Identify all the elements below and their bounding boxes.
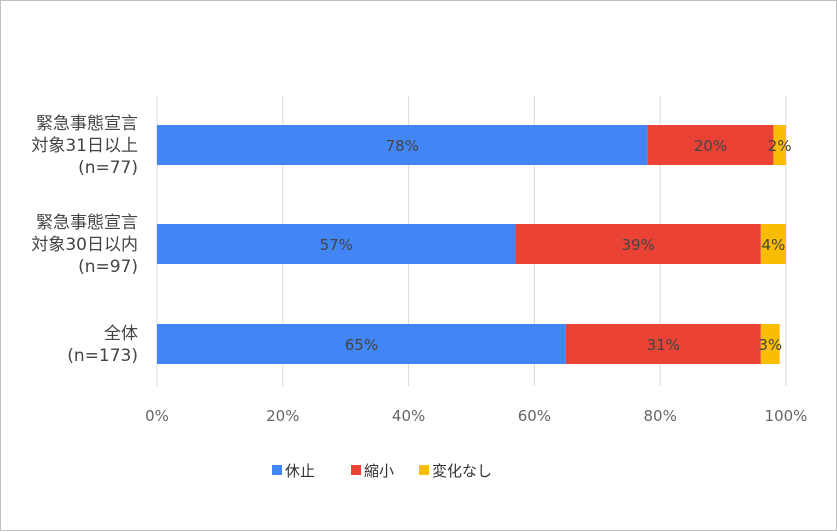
data-label: 39% [622, 236, 655, 254]
x-tick-label: 20% [266, 407, 299, 425]
bar-segment-kyushi [157, 224, 516, 264]
bar-segment-shukusho [565, 324, 761, 364]
bar-segment-henka-nashi [760, 324, 780, 364]
x-tick-label: 40% [392, 407, 425, 425]
data-label: 65% [345, 336, 378, 354]
x-tick-label: 0% [145, 407, 169, 425]
category-label: 対象31日以上 [31, 136, 138, 156]
category-label: 全体 [104, 324, 138, 344]
x-tick-label: 60% [518, 407, 551, 425]
data-label: 78% [386, 137, 419, 155]
legend-swatch [351, 465, 361, 475]
bar-segment-shukusho [515, 224, 761, 264]
legend-swatch [419, 465, 429, 475]
bar-segment-henka-nashi [773, 125, 786, 165]
bar-segment-shukusho [647, 125, 774, 165]
legend-swatch [272, 465, 282, 475]
bar-segment-henka-nashi [760, 224, 786, 264]
bar-segment-kyushi [157, 324, 566, 364]
data-label: 31% [647, 336, 680, 354]
x-tick-label: 100% [765, 407, 808, 425]
legend-label: 休止 [285, 462, 315, 480]
category-label: 緊急事態宣言 [36, 114, 138, 134]
data-label: 20% [694, 137, 727, 155]
category-label: 対象30日以内 [31, 235, 138, 255]
category-label: 緊急事態宣言 [36, 213, 138, 233]
legend-label: 変化なし [432, 462, 492, 480]
data-label: 3% [758, 336, 782, 354]
legend-label: 縮小 [364, 462, 394, 480]
bar-segment-kyushi [157, 125, 648, 165]
data-label: 4% [762, 236, 786, 254]
data-label: 57% [320, 236, 353, 254]
category-label: (n=77) [78, 158, 138, 178]
x-tick-label: 80% [644, 407, 677, 425]
category-label: (n=97) [78, 257, 138, 277]
category-label: (n=173) [67, 346, 138, 366]
data-label: 2% [768, 137, 792, 155]
